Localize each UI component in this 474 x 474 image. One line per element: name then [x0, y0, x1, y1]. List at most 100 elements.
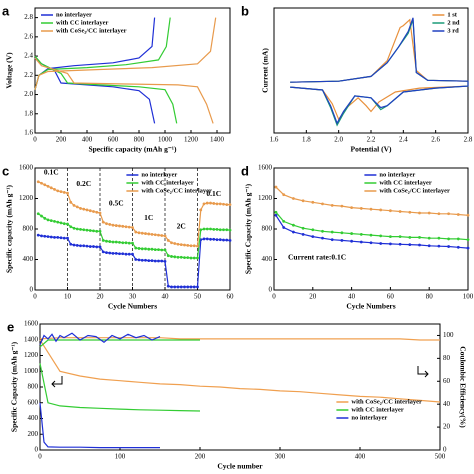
point — [202, 237, 206, 241]
point — [212, 202, 216, 205]
point — [359, 240, 363, 244]
y-tick-label: 600 — [28, 398, 39, 406]
y-axis-label: Current (mA) — [261, 48, 270, 93]
y-tick-label: 400 — [23, 255, 34, 263]
y-tick-label: 0 — [30, 286, 34, 294]
y-tick-label: 2.6 — [24, 32, 33, 40]
legend-label: with CC interlayer — [379, 179, 431, 186]
point — [134, 230, 138, 234]
point — [369, 241, 373, 245]
series-line — [290, 19, 469, 127]
point — [160, 248, 164, 252]
point — [199, 228, 203, 232]
y-tick-label: 1200 — [24, 351, 39, 359]
point — [189, 244, 193, 248]
point — [95, 245, 99, 249]
point — [150, 247, 154, 251]
point — [163, 234, 167, 238]
y-axis-label: Specific Capacity (mAh g⁻¹) — [10, 341, 19, 432]
y-tick-label: 400 — [262, 255, 273, 263]
point — [212, 227, 216, 231]
point — [118, 240, 121, 244]
point — [131, 241, 134, 245]
point — [75, 205, 79, 209]
legend-label: with CC interlayer — [141, 179, 193, 186]
panel-label: a — [2, 3, 10, 18]
point — [218, 228, 222, 232]
point — [40, 234, 43, 238]
point — [340, 239, 344, 242]
x-tick-label: 600 — [108, 136, 119, 144]
point — [225, 203, 229, 207]
arrow-left — [52, 376, 63, 385]
point — [56, 235, 60, 239]
point — [79, 244, 82, 248]
point — [92, 210, 95, 213]
point — [340, 231, 344, 235]
point — [134, 246, 138, 250]
point — [173, 285, 177, 289]
point — [40, 214, 43, 218]
point — [398, 235, 402, 239]
point — [124, 241, 128, 245]
y-tick-label: 200 — [28, 430, 39, 438]
point — [447, 237, 450, 241]
x-tick-label: 2.6 — [431, 136, 440, 144]
point — [88, 229, 92, 232]
point — [108, 240, 112, 243]
panel-label: c — [2, 163, 9, 178]
point — [170, 255, 173, 258]
point — [147, 259, 151, 263]
point — [176, 255, 180, 259]
point — [124, 225, 128, 229]
point — [137, 247, 141, 250]
point — [379, 242, 383, 245]
point — [215, 238, 219, 242]
point — [82, 244, 86, 248]
point — [274, 210, 278, 214]
panel-label: e — [7, 319, 14, 334]
point — [166, 284, 170, 288]
x-tick-label: 2.4 — [399, 136, 408, 144]
point — [43, 216, 47, 220]
point — [209, 227, 212, 231]
point — [173, 242, 177, 245]
point — [228, 239, 232, 242]
x-tick-label: 20 — [97, 293, 105, 301]
point — [137, 258, 141, 262]
arrow-right — [417, 366, 428, 375]
point — [398, 210, 402, 213]
point — [274, 213, 278, 217]
point — [427, 211, 431, 215]
y-tick-label: 0 — [269, 286, 273, 294]
legend-label: with CoSe₂/CC interlayer — [379, 187, 450, 194]
point — [82, 228, 86, 232]
point — [69, 225, 73, 229]
point — [56, 189, 60, 193]
point — [36, 233, 40, 237]
point — [92, 245, 95, 248]
point — [340, 204, 344, 208]
y2-tick-label: 100 — [443, 331, 454, 339]
y2-axis-label: Coulombic Efficiency(%) — [458, 346, 467, 428]
point — [179, 255, 183, 259]
point — [408, 210, 412, 214]
x-tick-label: 2.0 — [334, 136, 343, 144]
legend-label: with CC interlayer — [351, 406, 403, 413]
point — [179, 285, 183, 289]
point — [330, 238, 334, 242]
y-tick-label: 1000 — [24, 367, 39, 375]
series-line — [34, 17, 217, 124]
point — [98, 245, 102, 249]
point — [127, 252, 131, 256]
point — [215, 227, 219, 231]
point — [49, 235, 53, 239]
point — [36, 180, 40, 184]
x-tick-label: 40 — [348, 293, 356, 301]
x-tick-label: 100 — [463, 293, 474, 301]
arrow-right-head — [424, 370, 429, 378]
point — [292, 230, 295, 234]
point — [170, 285, 173, 289]
point — [157, 248, 160, 251]
point — [88, 245, 92, 248]
